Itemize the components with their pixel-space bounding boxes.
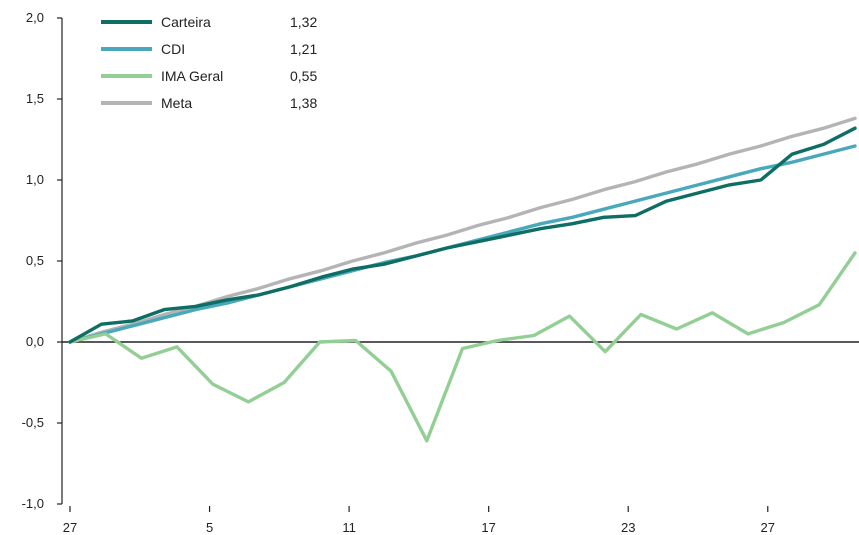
legend-label-cdi: CDI [161, 41, 185, 57]
y-tick-label: 2,0 [26, 10, 44, 25]
x-tick-label: 23 [621, 520, 635, 535]
x-tick-label: 27 [761, 520, 775, 535]
y-tick-label: -0,5 [22, 415, 44, 430]
x-tick-label: 27 [63, 520, 77, 535]
x-tick-label: 5 [206, 520, 213, 535]
legend-label-ima-geral: IMA Geral [161, 68, 223, 84]
y-tick-label: 1,0 [26, 172, 44, 187]
legend-label-meta: Meta [161, 95, 192, 111]
series-line-carteira [68, 126, 857, 344]
x-tick-label: 17 [481, 520, 495, 535]
y-tick-label: -1,0 [22, 496, 44, 511]
legend-label-carteira: Carteira [161, 14, 211, 30]
axes: -1,0 -0,5 0,0 0,5 1,0 1,5 2,0 27 5 11 17 23 27 [22, 10, 859, 535]
legend-value-cdi: 1,21 [290, 41, 317, 57]
y-tick-label: 1,5 [26, 91, 44, 106]
y-tick-label: 0,0 [26, 334, 44, 349]
legend-value-meta: 1,38 [290, 95, 317, 111]
x-tick-label: 11 [342, 520, 356, 535]
y-tick-label: 0,5 [26, 253, 44, 268]
legend-value-carteira: 1,32 [290, 14, 317, 30]
legend: Carteira 1,32 CDI 1,21 IMA Geral 0,55 Meta 1,38 [101, 14, 317, 111]
legend-value-ima-geral: 0,55 [290, 68, 317, 84]
series-line-ima-geral [68, 251, 857, 443]
series-lines [68, 116, 857, 443]
